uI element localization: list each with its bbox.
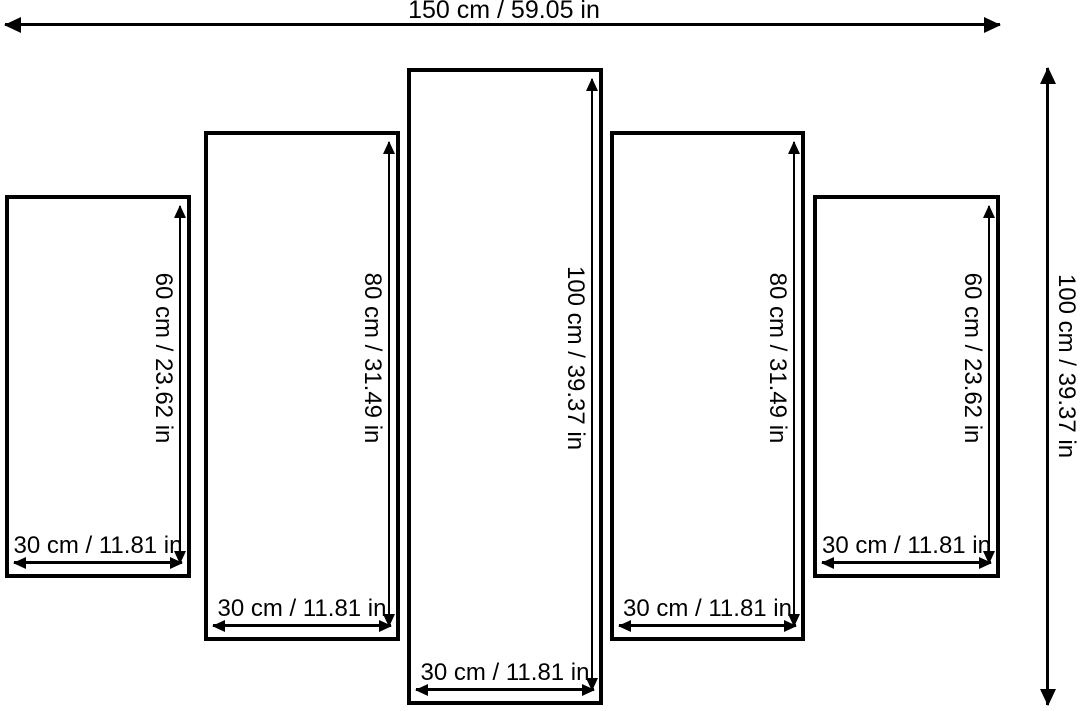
panel-1-width-label: 30 cm / 11.81 in bbox=[13, 532, 183, 559]
panel-2: 80 cm / 31.49 in 30 cm / 11.81 in bbox=[204, 131, 400, 641]
panel-2-width-arrow bbox=[213, 624, 391, 627]
panel-5-width-label: 30 cm / 11.81 in bbox=[822, 532, 991, 559]
overall-width-label: 150 cm / 59.05 in bbox=[408, 0, 600, 24]
overall-height-arrow bbox=[1046, 68, 1049, 705]
panel-1: 60 cm / 23.62 in 30 cm / 11.81 in bbox=[5, 195, 191, 578]
panel-1-width-arrow bbox=[14, 561, 182, 564]
panel-3-height-arrow bbox=[591, 79, 593, 690]
panel-4-height-label: 80 cm / 31.49 in bbox=[764, 272, 791, 444]
panel-4-width-label: 30 cm / 11.81 in bbox=[623, 595, 792, 622]
panel-3-height-label: 100 cm / 39.37 in bbox=[562, 265, 589, 451]
panel-5-height-label: 60 cm / 23.62 in bbox=[959, 272, 986, 444]
overall-height-label: 100 cm / 39.37 in bbox=[1053, 273, 1080, 459]
panel-2-height-label: 80 cm / 31.49 in bbox=[359, 272, 386, 444]
panel-5-width-arrow bbox=[822, 561, 991, 564]
panel-3: 100 cm / 39.37 in 30 cm / 11.81 in bbox=[407, 68, 603, 705]
panel-1-height-label: 60 cm / 23.62 in bbox=[150, 272, 177, 444]
panel-5-height-arrow bbox=[988, 206, 990, 563]
panel-3-width-arrow bbox=[416, 688, 594, 691]
panel-5: 60 cm / 23.62 in 30 cm / 11.81 in bbox=[813, 195, 1000, 578]
panel-1-height-arrow bbox=[179, 206, 181, 563]
panel-4-width-arrow bbox=[619, 624, 796, 627]
panel-4: 80 cm / 31.49 in 30 cm / 11.81 in bbox=[610, 131, 805, 641]
panel-2-width-label: 30 cm / 11.81 in bbox=[217, 595, 387, 622]
panel-2-height-arrow bbox=[388, 142, 390, 626]
panel-3-width-label: 30 cm / 11.81 in bbox=[420, 659, 590, 686]
overall-width-arrow bbox=[5, 23, 1000, 26]
panel-4-height-arrow bbox=[793, 142, 795, 626]
